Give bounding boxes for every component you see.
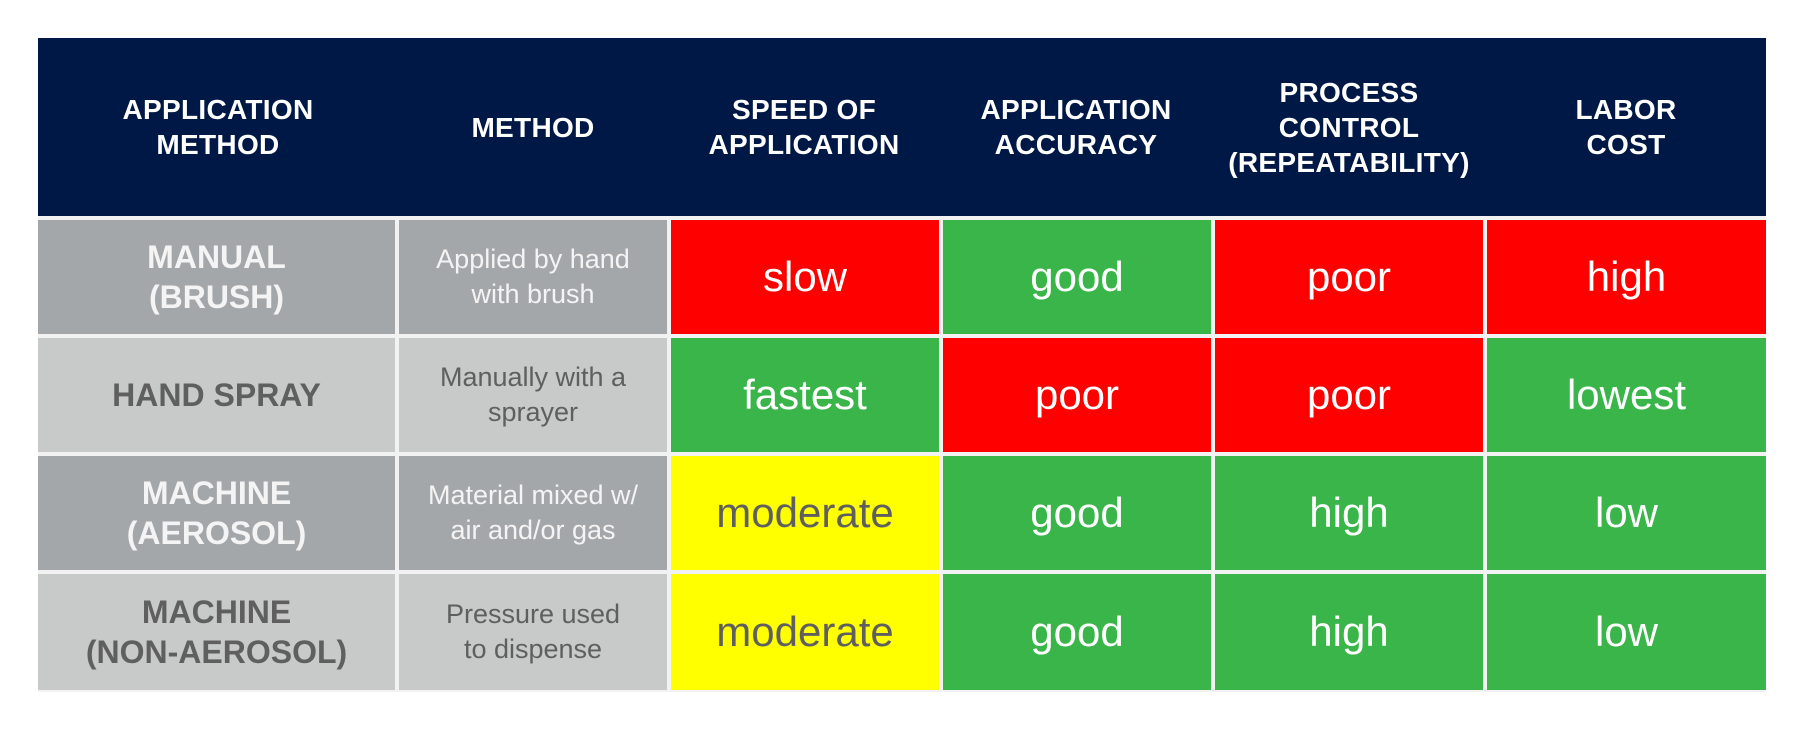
row3-accuracy-cell: good [943, 456, 1211, 570]
row3-control-cell: high [1215, 456, 1483, 570]
table-header-row: APPLICATION METHOD METHOD SPEED OF APPLI… [38, 38, 1766, 216]
row4-speed-cell: moderate [671, 574, 939, 690]
row1-method-cell: MANUAL (BRUSH) [38, 220, 395, 334]
row1-speed-cell: slow [671, 220, 939, 334]
row4-cost-cell: low [1487, 574, 1766, 690]
comparison-table: APPLICATION METHOD METHOD SPEED OF APPLI… [38, 38, 1766, 692]
row1-control-cell: poor [1215, 220, 1483, 334]
row4-method-cell: MACHINE (NON-AEROSOL) [38, 574, 395, 690]
row4-accuracy-cell: good [943, 574, 1211, 690]
header-labor-cost: LABOR COST [1575, 94, 1677, 160]
row3-cost-cell: low [1487, 456, 1766, 570]
header-speed-of-application: SPEED OF APPLICATION [708, 94, 900, 160]
row3-speed-cell: moderate [671, 456, 939, 570]
row2-method-cell: HAND SPRAY [38, 338, 395, 452]
row1-accuracy-cell: good [943, 220, 1211, 334]
row2-cost-cell: lowest [1487, 338, 1766, 452]
row3-method-cell: MACHINE (AEROSOL) [38, 456, 395, 570]
row4-control-cell: high [1215, 574, 1483, 690]
header-application-accuracy: APPLICATION ACCURACY [980, 94, 1172, 160]
row2-control-cell: poor [1215, 338, 1483, 452]
header-process-control: PROCESS CONTROL (REPEATABILITY) [1228, 76, 1470, 178]
row1-cost-cell: high [1487, 220, 1766, 334]
header-application-method: APPLICATION METHOD [122, 94, 314, 160]
row1-desc-cell: Applied by hand with brush [399, 220, 667, 334]
row4-desc-cell: Pressure used to dispense [399, 574, 667, 690]
row2-speed-cell: fastest [671, 338, 939, 452]
row3-desc-cell: Material mixed w/ air and/or gas [399, 456, 667, 570]
row2-accuracy-cell: poor [943, 338, 1211, 452]
row2-desc-cell: Manually with a sprayer [399, 338, 667, 452]
header-method: METHOD [471, 111, 595, 143]
